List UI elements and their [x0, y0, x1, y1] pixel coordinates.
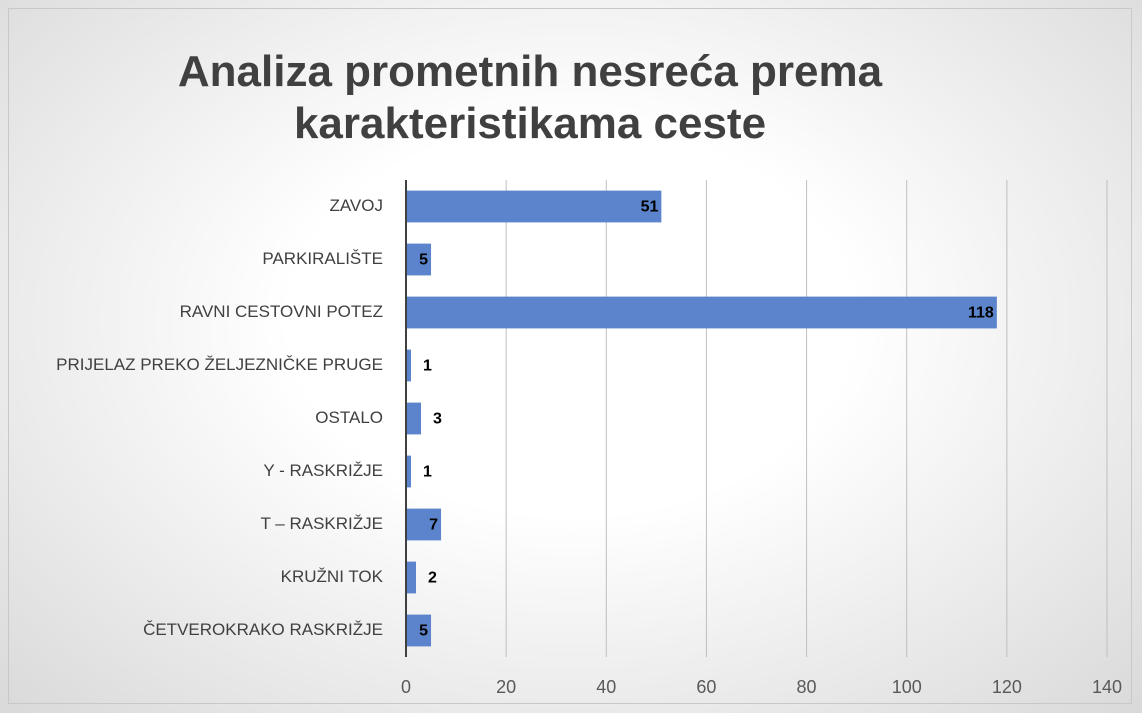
bar	[406, 296, 997, 329]
data-label: 1	[423, 464, 432, 481]
x-tick-label: 80	[797, 677, 817, 697]
x-tick-label: 0	[401, 677, 411, 697]
chart-frame	[8, 8, 1132, 704]
data-label: 51	[641, 199, 659, 216]
y-tick-label: OSTALO	[315, 408, 383, 427]
data-label: 118	[968, 305, 994, 322]
chart-title: Analiza prometnih nesreća prema karakter…	[177, 47, 883, 148]
bar	[406, 402, 422, 435]
y-tick-label: KRUŽNI TOK	[281, 567, 384, 586]
data-label: 7	[429, 517, 438, 534]
bar	[406, 349, 412, 382]
x-tick-label: 100	[892, 677, 922, 697]
y-tick-label: T – RASKRIŽJE	[261, 514, 384, 533]
y-tick-label: ZAVOJ	[329, 196, 383, 215]
data-label: 5	[419, 252, 428, 269]
x-tick-label: 140	[1092, 677, 1122, 697]
y-tick-label: ČETVEROKRAKO RASKRIŽJE	[143, 620, 383, 639]
y-tick-label: PARKIRALIŠTE	[262, 249, 383, 268]
bar	[406, 243, 432, 276]
x-tick-label: 60	[696, 677, 716, 697]
bar	[406, 190, 662, 223]
bar	[406, 508, 442, 541]
bar	[406, 614, 432, 647]
data-label: 2	[428, 570, 437, 587]
x-tick-label: 20	[496, 677, 516, 697]
y-tick-label: RAVNI CESTOVNI POTEZ	[180, 302, 383, 321]
y-tick-label: PRIJELAZ PREKO ŽELJEZNIČKE PRUGE	[56, 355, 383, 374]
bar	[406, 561, 417, 594]
x-tick-label: 40	[596, 677, 616, 697]
data-label: 1	[423, 358, 432, 375]
y-tick-label: Y - RASKRIŽJE	[263, 461, 383, 480]
bar	[406, 455, 412, 488]
data-label: 5	[419, 623, 428, 640]
data-label: 3	[433, 411, 442, 428]
x-tick-label: 120	[992, 677, 1022, 697]
